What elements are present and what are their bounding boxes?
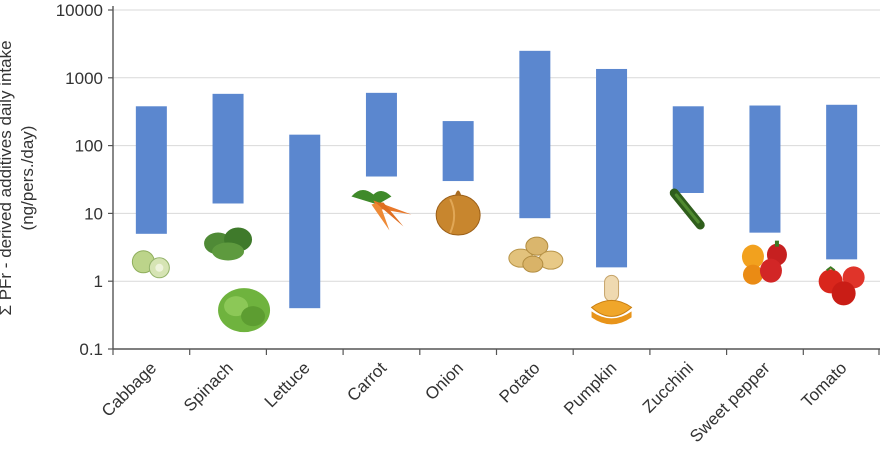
range-bar [365, 92, 397, 177]
range-bar [596, 68, 628, 268]
category-label: Lettuce [261, 358, 314, 411]
tomato-icon [818, 266, 865, 306]
range-bars [135, 50, 858, 309]
range-bar [826, 104, 858, 260]
axes [112, 6, 880, 355]
pumpkin-icon [590, 274, 633, 325]
category-label: Cabbage [98, 358, 160, 420]
zucchini-icon [669, 188, 705, 230]
carrot-icon [351, 189, 412, 231]
category-label: Tomato [798, 358, 851, 411]
range-bar [519, 50, 551, 219]
range-bar [442, 121, 474, 182]
range-bar [749, 105, 781, 233]
sweet-pepper-icon [741, 240, 787, 285]
x-category-labels: Cabbage Spinach Lettuce Carrot Onion Potato Pu… [98, 358, 851, 446]
category-label: Potato [495, 358, 543, 406]
category-label: Spinach [180, 358, 237, 415]
onion-icon [435, 190, 481, 236]
category-label: Onion [421, 358, 467, 404]
y-axis-unit: (ng/pers./day) [18, 126, 37, 231]
spinach-icon [204, 227, 253, 261]
range-bar [672, 106, 704, 193]
y-tick-label: 10000 [56, 1, 103, 20]
lettuce-icon [218, 288, 271, 333]
potato-icon [508, 236, 564, 273]
category-label: Sweet pepper [686, 358, 774, 446]
range-bar [212, 93, 244, 204]
range-bar [289, 134, 321, 309]
y-tick-label: 10 [84, 204, 103, 223]
vegetable-pictures [131, 188, 865, 333]
y-tick-labels: 0.1 1 10 100 1000 10000 [56, 1, 113, 359]
y-tick-label: 100 [75, 137, 103, 156]
category-label: Zucchini [639, 358, 697, 416]
y-axis-label: Σ PFr - derived additives daily intake [0, 40, 15, 315]
range-bar [135, 106, 167, 234]
y-tick-label: 1000 [65, 69, 103, 88]
cabbage-icon [131, 250, 170, 279]
y-tick-label: 0.1 [79, 340, 103, 359]
category-label: Carrot [343, 358, 390, 405]
y-tick-label: 1 [94, 272, 103, 291]
category-label: Pumpkin [560, 358, 620, 418]
